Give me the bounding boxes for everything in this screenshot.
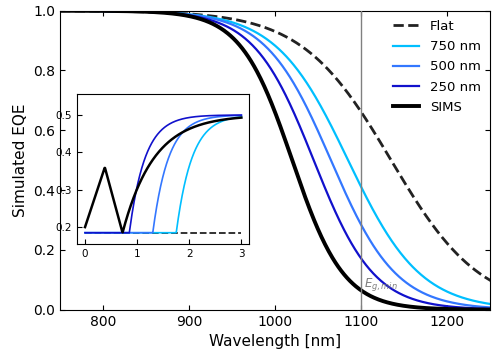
Line: 250 nm: 250 nm — [60, 11, 498, 309]
Line: SIMS: SIMS — [60, 11, 498, 310]
250 nm — [256, 50, 262, 54]
Line: 750 nm: 750 nm — [60, 11, 498, 305]
SIMS — [134, 9, 140, 14]
Flat — [350, 98, 356, 102]
750 nm — [57, 9, 63, 13]
Flat — [256, 23, 262, 27]
SIMS — [316, 228, 322, 232]
750 nm — [170, 11, 176, 15]
250 nm — [496, 307, 500, 311]
500 nm — [170, 11, 176, 15]
SIMS — [350, 282, 356, 286]
250 nm — [57, 9, 63, 13]
Flat — [387, 157, 393, 161]
Line: 500 nm: 500 nm — [60, 11, 498, 308]
Flat — [316, 58, 322, 62]
500 nm — [57, 9, 63, 13]
X-axis label: Wavelength [nm]: Wavelength [nm] — [209, 334, 341, 349]
SIMS — [387, 301, 393, 305]
Flat — [170, 11, 176, 15]
500 nm — [134, 9, 140, 14]
250 nm — [316, 170, 322, 174]
Text: $E_{g,min}$: $E_{g,min}$ — [364, 276, 398, 293]
500 nm — [316, 130, 322, 134]
SIMS — [170, 11, 176, 16]
250 nm — [134, 9, 140, 14]
SIMS — [256, 72, 262, 77]
250 nm — [170, 11, 176, 16]
500 nm — [350, 206, 356, 211]
250 nm — [387, 286, 393, 290]
750 nm — [496, 303, 500, 307]
Flat — [134, 10, 140, 14]
750 nm — [387, 236, 393, 241]
SIMS — [57, 9, 63, 13]
750 nm — [134, 9, 140, 14]
750 nm — [316, 100, 322, 104]
750 nm — [256, 32, 262, 36]
Flat — [57, 9, 63, 13]
500 nm — [496, 306, 500, 310]
250 nm — [350, 244, 356, 248]
Legend: Flat, 750 nm, 500 nm, 250 nm, SIMS: Flat, 750 nm, 500 nm, 250 nm, SIMS — [388, 15, 486, 119]
Line: Flat: Flat — [60, 11, 498, 285]
750 nm — [350, 168, 356, 172]
SIMS — [496, 308, 500, 312]
Flat — [496, 283, 500, 287]
500 nm — [387, 266, 393, 270]
Y-axis label: Simulated EQE: Simulated EQE — [12, 104, 28, 217]
500 nm — [256, 38, 262, 42]
